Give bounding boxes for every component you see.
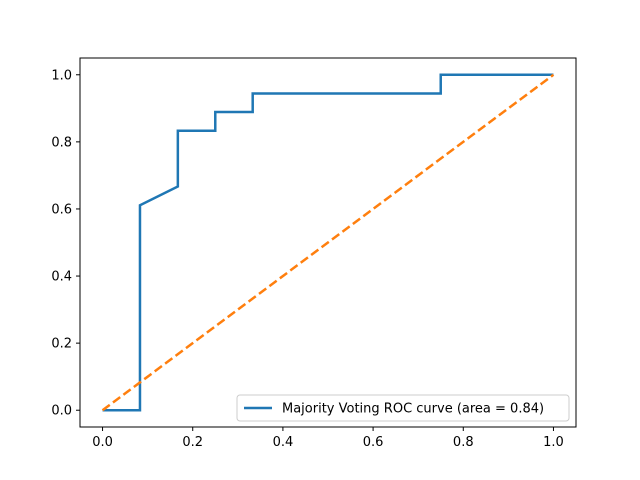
x-tick-label: 0.4: [273, 435, 294, 450]
y-tick-label: 0.4: [51, 270, 72, 285]
x-axis: 0.0 0.2 0.4 0.6 0.8 1.0: [92, 427, 564, 450]
legend: Majority Voting ROC curve (area = 0.84): [236, 394, 570, 422]
y-axis: 0.0 0.2 0.4 0.6 0.8 1.0: [51, 68, 80, 419]
x-tick-label: 0.2: [182, 435, 203, 450]
legend-box: [236, 394, 570, 422]
y-tick-label: 1.0: [51, 68, 72, 83]
x-tick-label: 0.0: [92, 435, 113, 450]
x-tick-label: 1.0: [543, 435, 564, 450]
y-tick-label: 0.2: [51, 337, 72, 352]
y-tick-label: 0.0: [51, 404, 72, 419]
roc-curve-line: [102, 73, 554, 412]
series-layer: [101, 73, 555, 412]
chance-diagonal-line: [101, 73, 555, 412]
legend-label: Majority Voting ROC curve (area = 0.84): [282, 402, 544, 417]
plot-frame: [79, 57, 577, 428]
y-tick-label: 0.6: [51, 202, 72, 217]
x-tick-label: 0.8: [453, 435, 474, 450]
x-tick-label: 0.6: [363, 435, 384, 450]
y-tick-label: 0.8: [51, 135, 72, 150]
